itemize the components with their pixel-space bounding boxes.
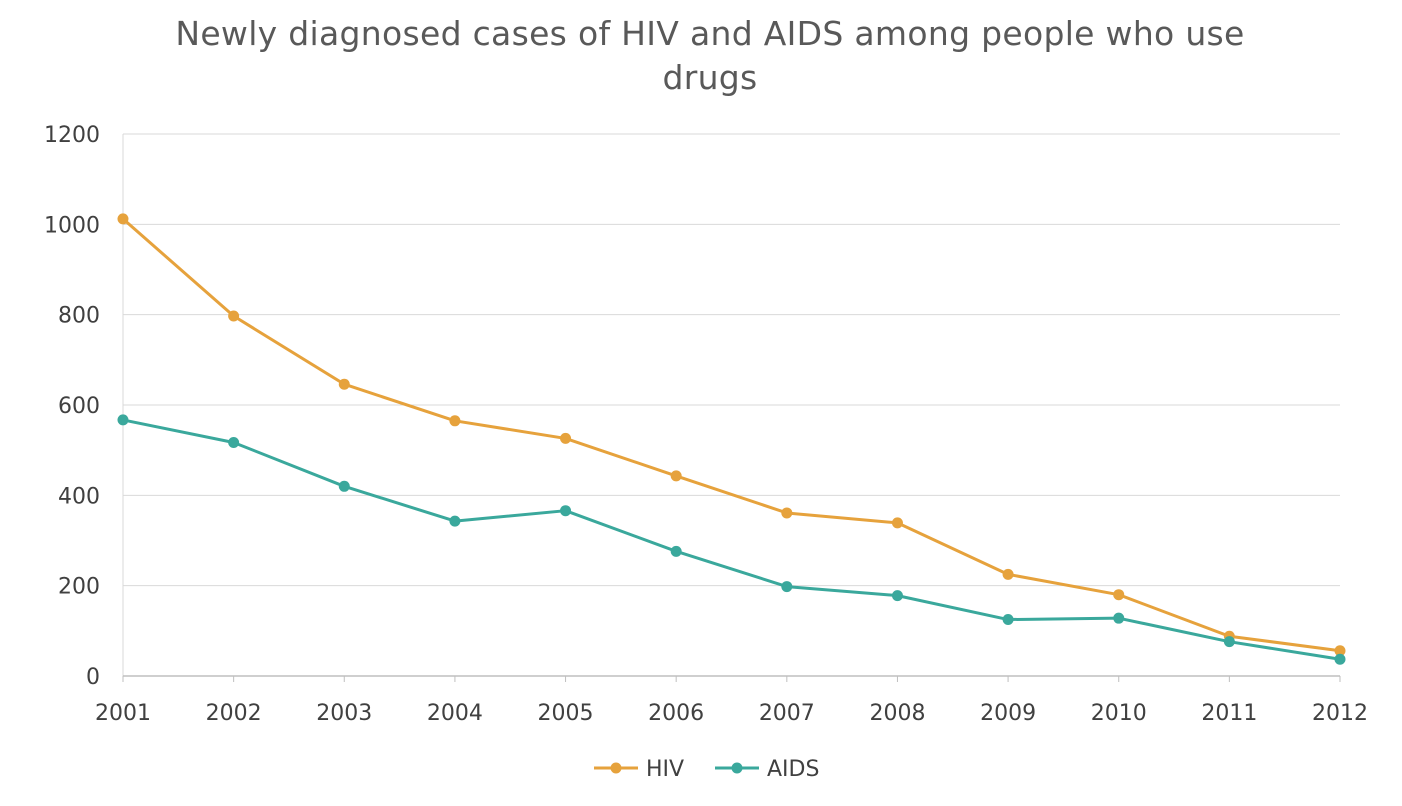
data-point-aids [1223, 636, 1235, 648]
data-point-hiv [891, 517, 903, 529]
legend-label-aids: AIDS [767, 757, 819, 782]
data-point-aids [449, 515, 461, 527]
x-tick-label: 2011 [1201, 701, 1257, 726]
data-point-aids [781, 581, 793, 593]
data-point-aids [1334, 653, 1346, 665]
x-tick-label: 2001 [95, 701, 151, 726]
x-tick-label: 2002 [206, 701, 262, 726]
data-point-aids [1002, 614, 1014, 626]
y-tick-label: 1000 [44, 213, 100, 238]
legend-marker-aids [731, 762, 743, 774]
x-tick-label: 2008 [869, 701, 925, 726]
legend-label-hiv: HIV [646, 757, 684, 782]
data-point-aids [670, 545, 682, 557]
x-tick-label: 2009 [980, 701, 1036, 726]
series-line-hiv [122, 217, 1341, 653]
series-lines [117, 213, 1346, 665]
x-tick-label: 2007 [759, 701, 815, 726]
data-point-hiv [1113, 589, 1125, 601]
y-tick-label: 200 [58, 575, 100, 600]
data-point-aids [338, 480, 350, 492]
data-point-hiv [228, 310, 240, 322]
data-point-hiv [1002, 568, 1014, 580]
y-tick-label: 600 [58, 394, 100, 419]
data-point-aids [891, 590, 903, 602]
data-point-hiv [670, 470, 682, 482]
data-point-hiv [449, 415, 461, 427]
x-tick-label: 2006 [648, 701, 704, 726]
x-tick-label: 2004 [427, 701, 483, 726]
data-point-aids [228, 436, 240, 448]
legend: HIV AIDS [594, 757, 819, 782]
data-point-hiv [117, 213, 129, 225]
data-point-hiv [1334, 645, 1346, 657]
y-tick-label: 400 [58, 484, 100, 509]
x-tick-label: 2003 [316, 701, 372, 726]
y-tick-label: 1200 [44, 123, 100, 148]
y-tick-label: 0 [86, 665, 100, 690]
data-point-hiv [338, 378, 350, 390]
y-tick-label: 800 [58, 304, 100, 329]
legend-marker-hiv [610, 762, 622, 774]
chart-title: Newly diagnosed cases of HIV and AIDS am… [175, 14, 1245, 97]
x-tick-label: 2010 [1091, 701, 1147, 726]
x-tick-label: 2012 [1312, 701, 1368, 726]
data-point-hiv [781, 507, 793, 519]
data-point-hiv [560, 432, 572, 444]
data-point-aids [560, 505, 572, 517]
axes: 0 200 400 600 800 1000 1200 2001 2002 2003 2004 200… [44, 123, 1368, 726]
x-tick-label: 2005 [538, 701, 594, 726]
gridlines [123, 133, 1340, 587]
data-point-aids [1113, 612, 1125, 624]
series-line-aids [122, 418, 1341, 661]
data-point-aids [117, 414, 129, 426]
